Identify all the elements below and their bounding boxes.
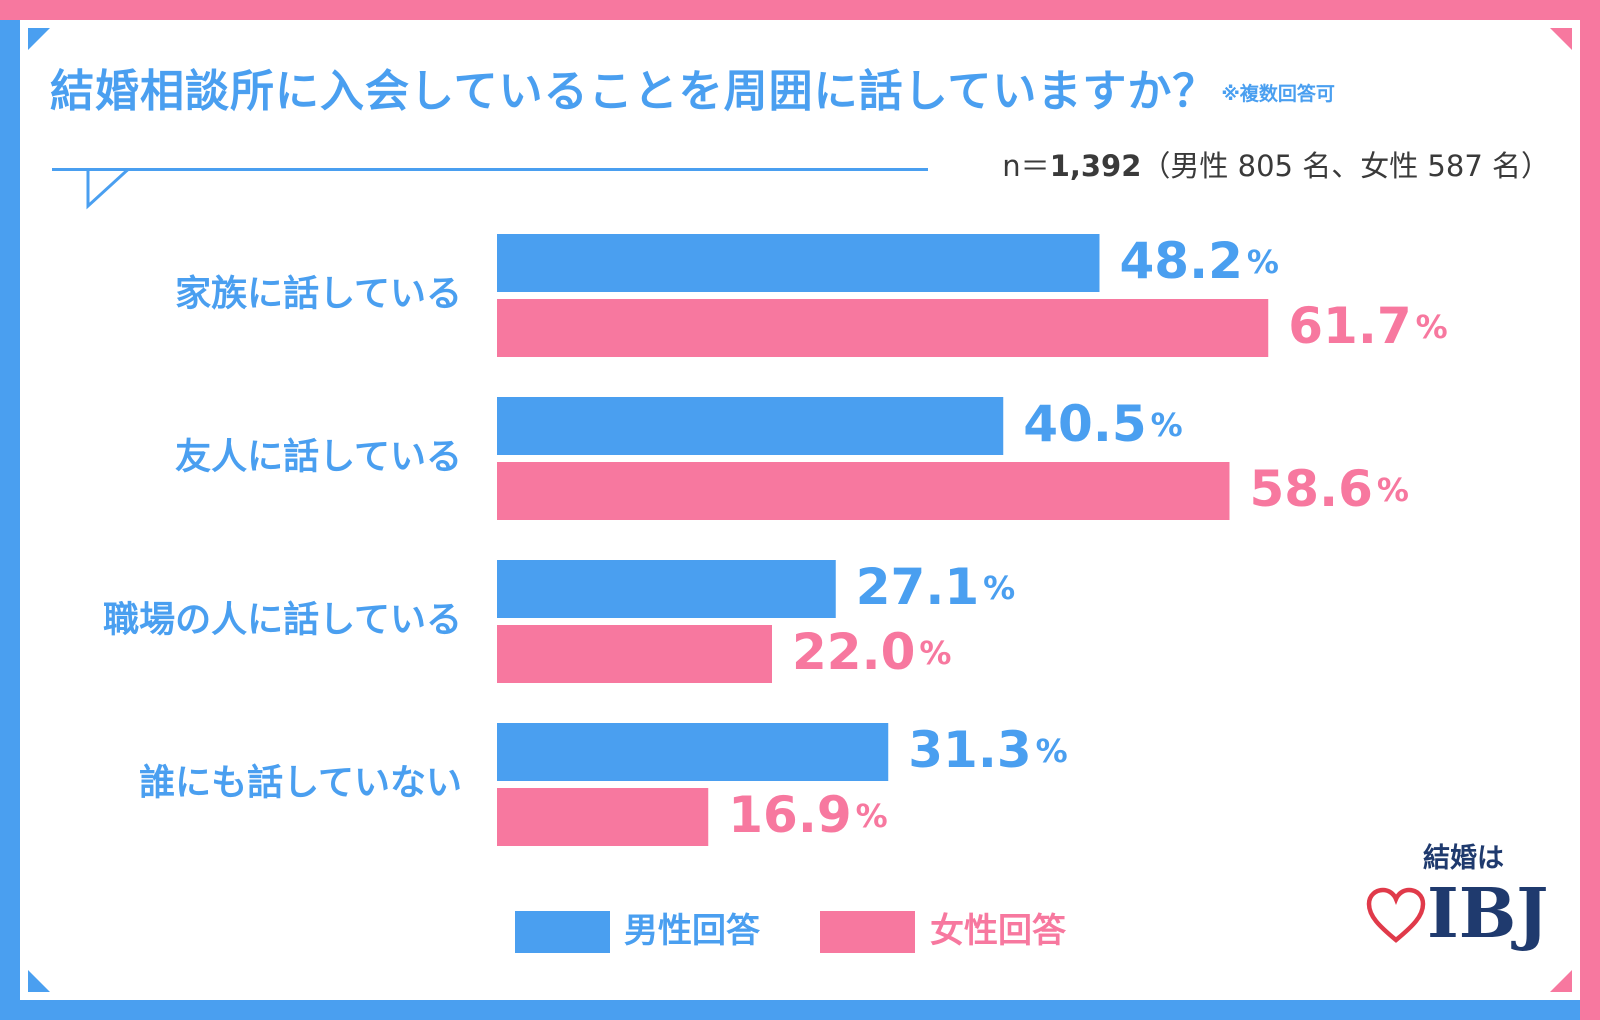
data-label-value: 27.1: [856, 558, 979, 616]
sample-size-total: 1,392: [1049, 149, 1142, 183]
legend-label-female: 女性回答: [930, 911, 1066, 951]
data-label-male: 27.1%: [856, 558, 1015, 616]
data-label-value: 16.9: [728, 786, 851, 844]
sample-size-prefix: n＝: [1002, 149, 1050, 183]
heart-icon: [1366, 887, 1426, 943]
data-label-unit: %: [983, 569, 1015, 607]
bar-female: [497, 788, 709, 846]
bar-female: [497, 299, 1269, 357]
data-label-value: 40.5: [1023, 395, 1146, 453]
data-label-unit: %: [1151, 406, 1183, 444]
category-label: 職場の人に話している: [103, 600, 462, 641]
data-label-unit: %: [1416, 308, 1448, 346]
frame-right-border: [1580, 0, 1600, 1020]
bar-female: [497, 625, 772, 683]
data-label-female: 61.7%: [1288, 297, 1447, 355]
legend-swatch-male: [515, 911, 610, 953]
data-label-unit: %: [1247, 243, 1279, 281]
data-label-value: 22.0: [792, 623, 915, 681]
data-label-male: 40.5%: [1023, 395, 1182, 453]
legend-swatch-female: [820, 911, 915, 953]
category-label: 誰にも話していない: [139, 763, 462, 804]
data-label-unit: %: [919, 634, 951, 672]
corner-decoration-bottom-left: [28, 970, 50, 992]
data-label-value: 58.6: [1250, 460, 1373, 518]
speech-bubble-tail: [52, 168, 130, 210]
data-label-female: 58.6%: [1250, 460, 1409, 518]
chart-title-note: ※複数回答可: [1221, 83, 1335, 105]
data-label-value: 31.3: [908, 721, 1031, 779]
sample-size-detail: （男性 805 名、女性 587 名）: [1141, 149, 1550, 183]
title-underline: [52, 168, 928, 171]
data-label-female: 22.0%: [792, 623, 951, 681]
bar-female: [497, 462, 1230, 520]
data-label-unit: %: [856, 797, 888, 835]
bar-male: [497, 234, 1100, 292]
ibj-logo: 結婚は IBJ: [1365, 836, 1565, 976]
data-label-male: 48.2%: [1120, 232, 1279, 290]
data-label-unit: %: [1377, 471, 1409, 509]
corner-decoration-top-left: [28, 28, 50, 50]
chart-title-text: 結婚相談所に入会していることを周囲に話していますか？: [50, 66, 1218, 117]
chart-title: 結婚相談所に入会していることを周囲に話していますか？ ※複数回答可: [50, 62, 1570, 124]
category-label: 家族に話している: [175, 274, 462, 315]
sample-size: n＝1,392（男性 805 名、女性 587 名）: [1002, 146, 1550, 186]
bar-male: [497, 723, 889, 781]
data-label-unit: %: [1036, 732, 1068, 770]
corner-decoration-top-right: [1550, 28, 1572, 50]
logo-wordmark: IBJ: [1427, 874, 1549, 954]
data-label-value: 61.7: [1288, 297, 1411, 355]
bar-male: [497, 397, 1004, 455]
data-label-male: 31.3%: [908, 721, 1067, 779]
data-label-value: 48.2: [1120, 232, 1243, 290]
bar-male: [497, 560, 836, 618]
logo-tagline: 結婚は: [1423, 843, 1504, 874]
corner-decoration-bottom-right: [1550, 970, 1572, 992]
data-label-female: 16.9%: [728, 786, 887, 844]
category-label: 友人に話している: [175, 437, 462, 478]
legend-label-male: 男性回答: [624, 911, 760, 951]
frame-top-border: [0, 0, 1600, 20]
